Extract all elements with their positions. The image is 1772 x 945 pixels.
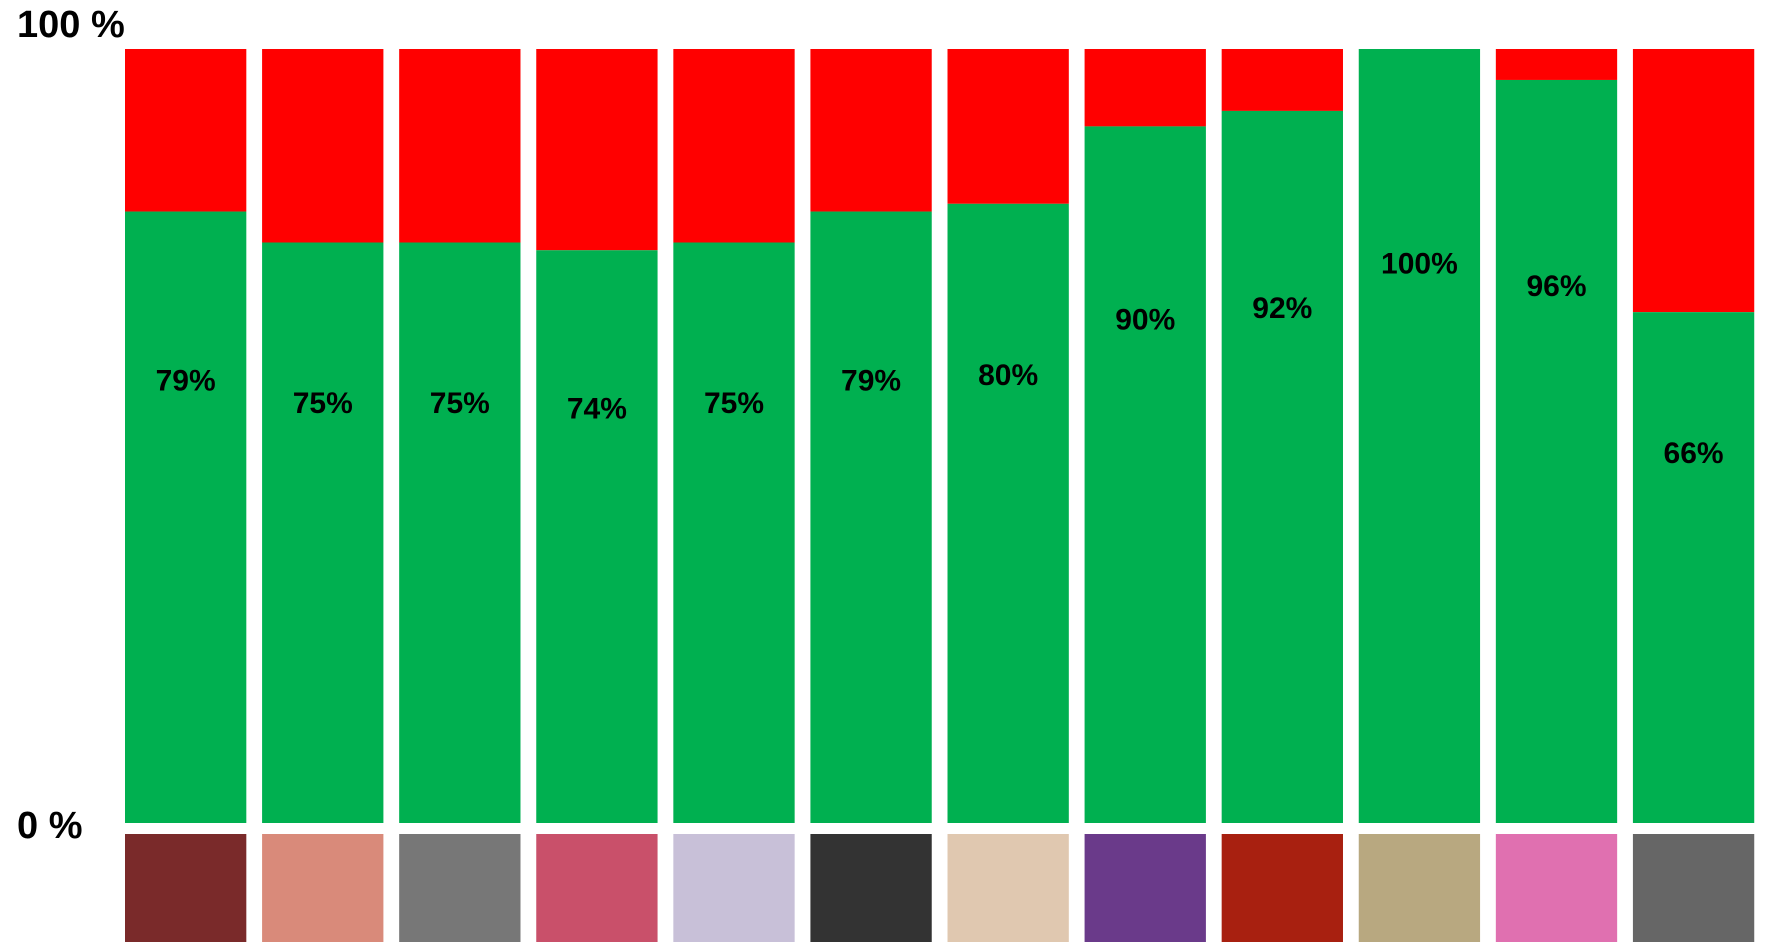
bar-remainder xyxy=(262,49,384,243)
bar xyxy=(947,203,1069,824)
y-tick-label: 0 % xyxy=(17,805,82,847)
thumbnail xyxy=(399,834,521,942)
thumbnail xyxy=(125,834,247,942)
bar-remainder xyxy=(1221,49,1343,111)
bar xyxy=(1495,79,1618,823)
bar xyxy=(673,242,795,823)
thumbnail xyxy=(1495,834,1618,942)
thumbnail xyxy=(262,834,384,942)
bar xyxy=(399,242,521,823)
thumbnail xyxy=(673,834,795,942)
bar-remainder xyxy=(1495,49,1618,80)
bar-remainder xyxy=(536,49,658,251)
thumbnail xyxy=(1221,834,1343,942)
value-label: 79% xyxy=(841,365,901,398)
bar-remainder xyxy=(673,49,795,243)
bar xyxy=(1358,49,1481,823)
value-label: 100% xyxy=(1381,248,1458,281)
thumbnail xyxy=(1358,834,1481,942)
thumbnail xyxy=(810,834,932,942)
bar-remainder xyxy=(810,49,932,212)
thumbnail xyxy=(947,834,1069,942)
bar-remainder xyxy=(1632,49,1755,313)
value-label: 92% xyxy=(1252,292,1312,325)
value-label: 75% xyxy=(704,387,764,420)
value-label: 96% xyxy=(1526,270,1586,303)
thumbnail xyxy=(536,834,658,942)
value-label: 75% xyxy=(293,387,353,420)
bar xyxy=(1632,312,1755,823)
value-label: 90% xyxy=(1115,303,1175,336)
value-label: 80% xyxy=(978,359,1038,392)
bar-remainder xyxy=(125,49,247,212)
bar-remainder xyxy=(947,49,1069,204)
bar xyxy=(1084,126,1206,823)
bar xyxy=(810,211,932,824)
value-label: 74% xyxy=(567,393,627,426)
value-label: 75% xyxy=(430,387,490,420)
bar xyxy=(1221,110,1343,824)
y-tick-label: 100 % xyxy=(17,4,125,46)
bar-remainder xyxy=(399,49,521,243)
value-label: 79% xyxy=(156,365,216,398)
bar xyxy=(536,250,658,824)
bar xyxy=(125,211,247,824)
thumbnail xyxy=(1632,834,1755,942)
bar xyxy=(262,242,384,823)
thumbnail xyxy=(1084,834,1206,942)
bar-remainder xyxy=(1084,49,1206,127)
value-label: 66% xyxy=(1664,437,1724,470)
